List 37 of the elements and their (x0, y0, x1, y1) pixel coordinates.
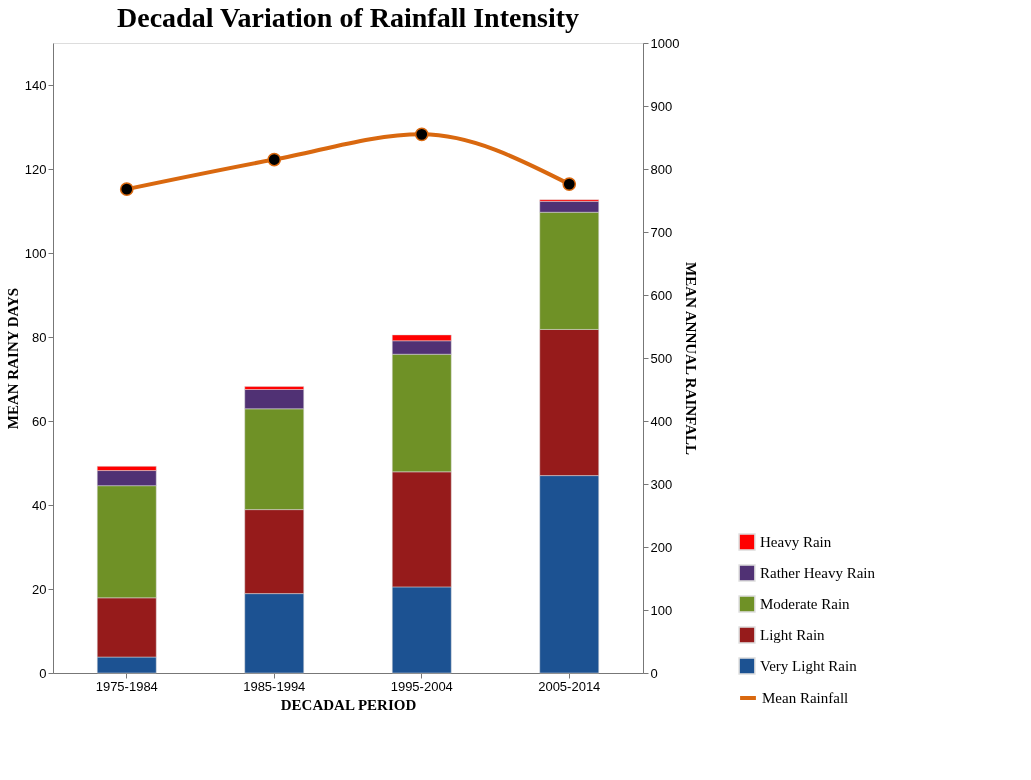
y2-tick-label: 900 (650, 98, 673, 114)
y2-tick-label: 400 (650, 413, 673, 429)
y2-tick-label: 300 (650, 476, 673, 492)
y-tick-label: 120 (24, 161, 47, 177)
point (119, 182, 134, 197)
point (414, 127, 429, 142)
y-tick-label: 20 (32, 581, 47, 597)
point (562, 177, 577, 191)
legend-label: Light Rain (760, 627, 826, 643)
y-tick-label: 80 (32, 329, 47, 345)
y-tick-label: 40 (32, 497, 47, 513)
y-tick-label: 60 (32, 413, 47, 429)
legend-label: Moderate Rain (760, 596, 851, 612)
y-tick-label: 0 (39, 665, 47, 681)
legend-label: Very Light Rain (760, 658, 858, 674)
chart-title: Decadal Variation of Rainfall Intensity (116, 2, 580, 33)
y2-tick-label: 200 (650, 539, 673, 555)
y-tick-label: 100 (24, 245, 47, 261)
x-tick-label: 1975-1984 (95, 678, 158, 694)
y2-tick-label: 700 (650, 224, 673, 240)
x-tick-label: 1985-1994 (243, 678, 306, 694)
y2-tick-label: 100 (650, 602, 673, 618)
x-tick-label: 1995-2004 (390, 678, 453, 694)
y2-axis-title: MEAN ANNUAL RAINFALL (683, 261, 700, 456)
y-tick-label: 140 (24, 77, 47, 93)
point (267, 152, 282, 167)
y2-tick-label: 1000 (650, 35, 680, 51)
y2-tick-label: 500 (650, 350, 673, 366)
x-axis-title: DECADAL PERIOD (280, 696, 417, 713)
x-tick-label: 2005-2014 (538, 678, 601, 694)
legend-label: Rather Heavy Rain (760, 565, 876, 581)
y2-tick-label: 800 (650, 161, 673, 177)
y-axis-title: MEAN RAINY DAYS (4, 287, 21, 430)
legend-label: Heavy Rain (760, 534, 832, 550)
y2-tick-label: 600 (650, 287, 673, 303)
legend-label: Mean Rainfall (762, 690, 849, 706)
y2-tick-label: 0 (650, 665, 658, 681)
